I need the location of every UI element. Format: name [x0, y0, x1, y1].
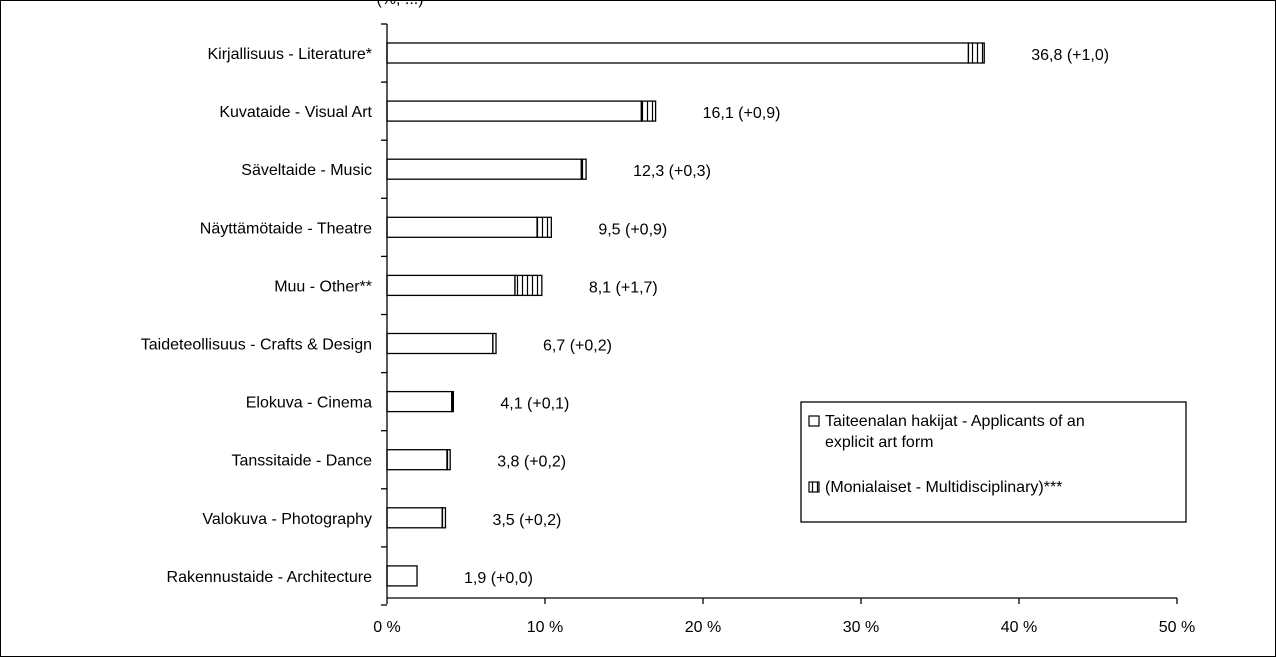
bar-explicit-1	[386, 100, 643, 122]
data-labels-group: 36,8 (+1,0) 16,1 (+0,9) 12,3 (+0,3) 9,5 (+0…	[464, 47, 1109, 587]
legend-box	[800, 401, 1187, 523]
bar-multidisciplinary-5	[492, 332, 497, 355]
chart-title-fragment: (%, ...)	[376, 0, 423, 8]
legend-text-0-1: explicit art form	[825, 434, 933, 451]
data-label-8: 3,5 (+0,2)	[492, 512, 561, 529]
bar-explicit-6	[386, 390, 453, 413]
bar-multidisciplinary-1	[640, 100, 657, 122]
bar-multidisciplinary-2	[580, 158, 587, 180]
category-label-9: Rakennustaide - Architecture	[167, 569, 373, 586]
category-label-5: Taideteollisuus - Crafts & Design	[141, 337, 372, 354]
data-label-3: 9,5 (+0,9)	[598, 221, 667, 238]
bar-multidisciplinary-0	[967, 42, 985, 64]
x-tick-label-4: 40 %	[1001, 619, 1037, 636]
data-label-6: 4,1 (+0,1)	[500, 396, 569, 413]
bar-explicit-7	[386, 449, 448, 471]
x-tick-label-0: 0 %	[373, 619, 401, 636]
bar-explicit-9	[386, 565, 418, 587]
bar-explicit-8	[386, 507, 443, 529]
category-label-6: Elokuva - Cinema	[246, 395, 372, 412]
legend-swatch-1	[808, 481, 820, 493]
legend-swatch-0	[808, 415, 820, 427]
bar-explicit-4	[386, 274, 516, 297]
bar-multidisciplinary-8	[441, 507, 447, 529]
legend-text-0-0: Taiteenalan hakijat - Applicants of an	[825, 413, 1085, 430]
x-tick-label-1: 10 %	[527, 619, 563, 636]
bar-multidisciplinary-7	[446, 449, 451, 471]
legend-text-1-0: (Monialaiset - Multidisciplinary)***	[825, 479, 1062, 496]
x-tick-label-3: 30 %	[843, 619, 879, 636]
category-label-8: Valokuva - Photography	[202, 511, 372, 528]
data-label-7: 3,8 (+0,2)	[497, 454, 566, 471]
legend: Taiteenalan hakijat - Applicants of an ex…	[800, 401, 1187, 523]
data-label-9: 1,9 (+0,0)	[464, 570, 533, 587]
category-label-2: Säveltaide - Music	[241, 162, 372, 179]
data-label-5: 6,7 (+0,2)	[543, 338, 612, 355]
bar-explicit-2	[386, 158, 582, 180]
category-labels-group: Kirjallisuus - Literature* Kuvataide - Vi…	[141, 46, 373, 586]
data-label-1: 16,1 (+0,9)	[703, 105, 781, 122]
data-label-0: 36,8 (+1,0)	[1031, 47, 1109, 64]
bar-explicit-0	[386, 42, 970, 64]
bar-explicit-3	[386, 216, 538, 238]
bar-multidisciplinary-3	[536, 216, 552, 238]
x-tick-label-5: 50 %	[1159, 619, 1195, 636]
category-label-4: Muu - Other**	[274, 278, 372, 295]
data-label-2: 12,3 (+0,3)	[633, 163, 711, 180]
category-label-3: Näyttämötaide - Theatre	[200, 220, 372, 237]
bar-multidisciplinary-6	[451, 390, 455, 413]
axes-group: 0 % 10 % 20 % 30 % 40 % 50 %	[373, 23, 1195, 636]
bars-group	[386, 42, 985, 587]
category-label-0: Kirjallisuus - Literature*	[207, 46, 372, 63]
bar-multidisciplinary-4	[514, 274, 543, 297]
category-label-7: Tanssitaide - Dance	[231, 453, 372, 470]
data-label-4: 8,1 (+1,7)	[589, 279, 658, 296]
bar-explicit-5	[386, 332, 494, 355]
category-label-1: Kuvataide - Visual Art	[219, 104, 372, 121]
x-tick-label-2: 20 %	[685, 619, 721, 636]
